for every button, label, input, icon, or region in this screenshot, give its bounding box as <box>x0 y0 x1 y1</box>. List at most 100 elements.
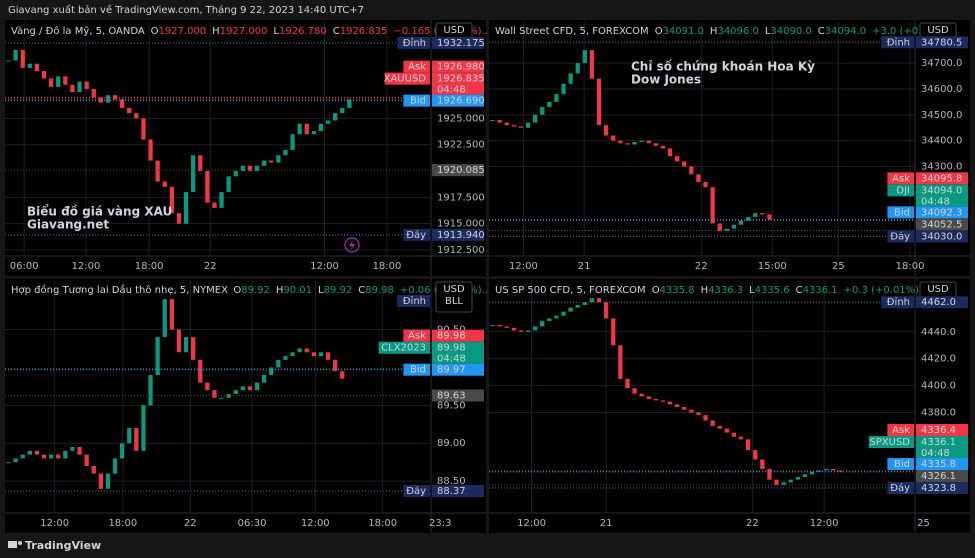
candle <box>625 378 630 389</box>
candle <box>511 125 516 127</box>
price-tag-name: Đáy <box>890 230 910 242</box>
candle <box>653 399 658 401</box>
candle <box>127 107 132 114</box>
x-tick-label: 18:00 <box>373 261 402 272</box>
candle <box>290 352 295 357</box>
ohlc-value: 34091.0 <box>663 26 704 37</box>
candle <box>333 359 338 372</box>
price-tag-name: Bid <box>894 207 910 218</box>
publish-header: Giavang xuất bản về TradingView.com, Thá… <box>8 4 364 16</box>
x-tick-label: 12:00 <box>40 518 69 529</box>
candle <box>112 458 118 474</box>
price-change: +0.3 (+0.01%) <box>844 285 920 296</box>
price-tag-value-box <box>916 230 968 243</box>
x-tick-label: 06:30 <box>238 518 267 529</box>
candle <box>490 325 495 327</box>
x-tick-label: 12:00 <box>72 261 101 272</box>
price-tag-value: 89.63 <box>437 390 466 401</box>
candle <box>169 299 174 330</box>
price-tag-value: 1932.175 <box>437 38 485 49</box>
candle <box>753 450 758 460</box>
candle <box>27 63 32 68</box>
candle <box>682 407 687 410</box>
price-tag-value-box <box>916 206 968 219</box>
price-tag-value-box <box>916 218 968 231</box>
price-tag-value: 88.37 <box>437 486 466 497</box>
symbol-name: Wall Street CFD, 5, FOREXCOM <box>495 26 649 37</box>
candle <box>276 359 281 368</box>
price-tag-value-box <box>916 184 968 207</box>
price-tag-value-box <box>916 36 968 49</box>
candle <box>589 298 595 303</box>
candle <box>176 329 182 353</box>
candle <box>596 78 602 126</box>
x-tick-label: 18:00 <box>368 518 397 529</box>
candle <box>13 50 18 61</box>
price-tag-value-box <box>916 435 968 458</box>
price-tag-value: 34030.0 <box>921 231 962 242</box>
candle <box>226 393 231 398</box>
candle <box>540 321 545 327</box>
ohlc-key: C <box>333 26 340 37</box>
candle <box>262 375 267 383</box>
price-tag-value-box <box>916 481 968 494</box>
candle <box>525 330 531 332</box>
candle <box>760 459 765 469</box>
currency-box[interactable] <box>435 281 473 313</box>
y-tick-label: 1922.500 <box>437 140 485 151</box>
panel <box>489 279 970 533</box>
price-tag-value: 34095.8 <box>921 173 962 184</box>
candle <box>746 216 751 221</box>
price-tag-name-box <box>887 184 914 197</box>
candle <box>127 428 132 444</box>
candle <box>518 330 524 332</box>
candle <box>561 83 566 95</box>
candle <box>219 192 224 208</box>
candle <box>70 447 75 451</box>
candle <box>325 352 331 360</box>
candle <box>13 458 18 463</box>
annotation: Giavang.net <box>27 218 109 232</box>
price-tag-name: Ask <box>892 173 910 184</box>
price-tag-value: 34052.5 <box>921 219 962 230</box>
alert-icon[interactable] <box>344 237 360 253</box>
ohlc-value: 4336.3 <box>708 285 743 296</box>
candle <box>148 139 153 161</box>
price-tag-name: Bid <box>410 96 426 107</box>
price-tag-countdown: 04:48 <box>921 448 950 459</box>
candle <box>738 436 744 440</box>
symbol-name: Vàng / Đô la Mỹ, 5, OANDA <box>11 25 145 37</box>
y-tick-label: 89.50 <box>437 400 466 411</box>
candle <box>105 473 111 489</box>
ohlc-value: 89.92 <box>324 285 353 296</box>
price-tag-name-box <box>887 172 914 185</box>
x-tick-label: 12:00 <box>310 261 339 272</box>
price-tag-value: 4336.1 <box>921 437 956 448</box>
y-tick-label: 4400.0 <box>921 381 956 392</box>
candle <box>831 468 836 471</box>
candle <box>717 223 722 232</box>
price-tag-value-box <box>432 341 484 364</box>
price-tag-name-box <box>887 230 914 243</box>
candle <box>667 401 673 405</box>
ohlc-key: L <box>749 285 755 296</box>
candle <box>247 165 253 172</box>
price-tag-name: DJI <box>896 185 910 196</box>
ohlc-value: 4336.1 <box>803 285 838 296</box>
ohlc-key: O <box>652 285 660 296</box>
candle <box>304 348 309 353</box>
ohlc-value: 90.01 <box>283 285 312 296</box>
candle <box>84 454 89 466</box>
price-tag-name: Bid <box>894 459 910 470</box>
candle <box>525 122 531 128</box>
price-tag-value: 4323.8 <box>921 483 956 494</box>
candle <box>788 479 793 483</box>
candle <box>568 73 573 84</box>
candle <box>781 482 786 486</box>
candle <box>497 119 502 123</box>
price-tag-countdown: 04:48 <box>437 354 466 365</box>
candle <box>618 345 623 379</box>
candle <box>618 140 623 144</box>
candle <box>191 337 196 360</box>
